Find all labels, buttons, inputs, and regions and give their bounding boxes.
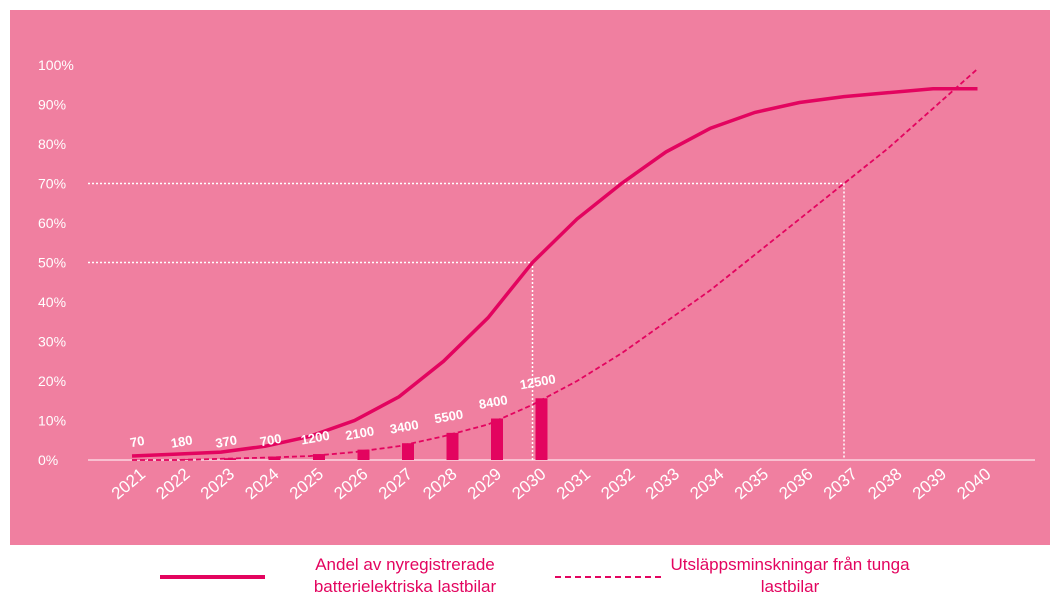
bar-label: 70 (129, 433, 146, 450)
line-series (131, 86, 978, 458)
bar (402, 443, 414, 460)
bar-label: 5500 (433, 407, 464, 427)
y-tick-label: 80% (38, 136, 66, 152)
y-tick-label: 30% (38, 334, 66, 350)
legend-entry: Utsläppsminskningar från tunga lastbilar (670, 555, 910, 596)
bar (224, 458, 236, 460)
bar (268, 456, 281, 460)
bar-label: 3400 (389, 417, 420, 437)
bar-label: 180 (170, 432, 194, 451)
bar-label: 1200 (300, 428, 331, 448)
bar (446, 432, 459, 460)
bar (313, 454, 325, 460)
bar (491, 418, 503, 460)
y-tick-label: 60% (38, 215, 66, 231)
y-tick-label: 40% (38, 294, 66, 310)
bar-label: 700 (259, 431, 283, 450)
bar (535, 398, 548, 460)
y-tick-label: 70% (38, 176, 66, 192)
y-tick-label: 90% (38, 97, 66, 113)
y-tick-label: 0% (38, 452, 58, 468)
legend-entry: Andel av nyregistrerade batterielektrisk… (313, 555, 497, 596)
y-tick-label: 100% (38, 57, 74, 73)
y-tick-label: 20% (38, 373, 66, 389)
plot-background (10, 10, 1050, 545)
y-tick-label: 50% (38, 255, 66, 271)
bar-label: 12500 (519, 371, 557, 392)
bar-label: 370 (214, 432, 238, 451)
y-tick-label: 10% (38, 413, 66, 429)
bar (357, 449, 370, 460)
bar-label: 8400 (478, 392, 509, 412)
bar (179, 459, 192, 460)
guide-line (88, 182, 845, 460)
bar-label: 2100 (344, 423, 375, 443)
